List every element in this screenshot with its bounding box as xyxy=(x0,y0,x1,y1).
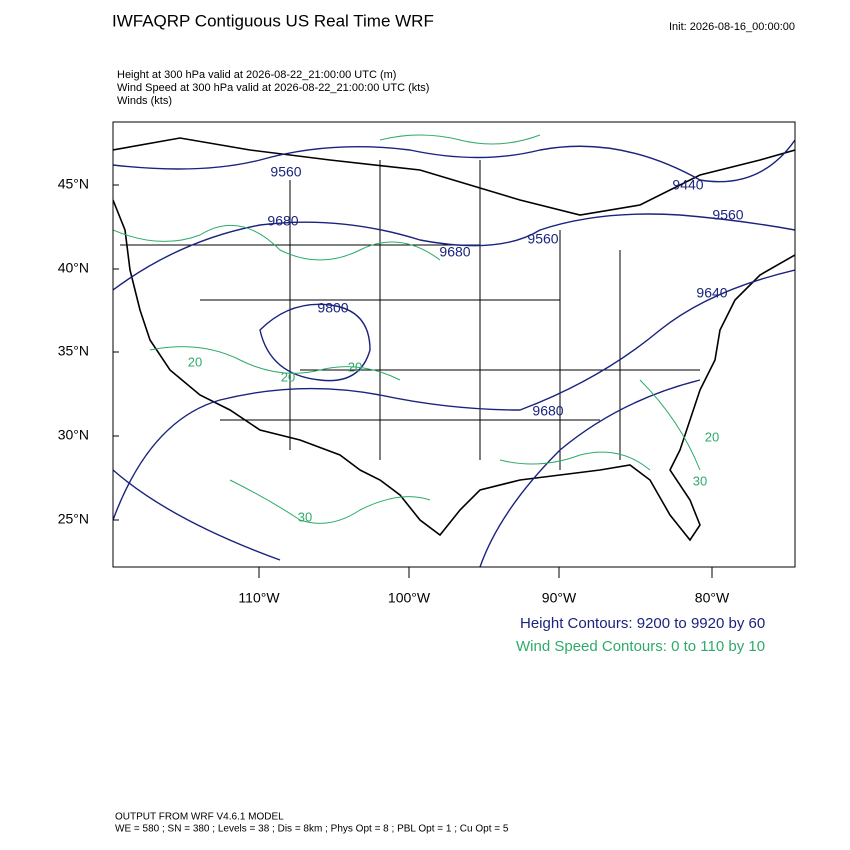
wind-speed-contours xyxy=(113,134,701,524)
footer-line: OUTPUT FROM WRF V4.6.1 MODEL xyxy=(115,812,284,823)
lat-label: 30°N xyxy=(58,427,89,443)
lon-label: 80°W xyxy=(695,590,730,606)
lon-label: 110°W xyxy=(238,590,280,606)
lat-label: 25°N xyxy=(58,511,89,527)
legend-wind: Wind Speed Contours: 0 to 110 by 10 xyxy=(516,638,765,655)
height-contour-label: 9440 xyxy=(672,177,703,193)
map-layers xyxy=(113,134,795,567)
init-time: Init: 2026-08-16_00:00:00 xyxy=(669,21,795,33)
lat-label: 35°N xyxy=(58,343,89,359)
lat-label: 45°N xyxy=(58,176,89,192)
wind-contour-label: 30 xyxy=(298,509,312,524)
height-contour-label: 9680 xyxy=(532,403,563,419)
wind-contour-label: 20 xyxy=(348,359,362,374)
map-frame xyxy=(112,121,796,568)
wind-contour-label: 20 xyxy=(705,429,719,444)
lat-label: 40°N xyxy=(58,260,89,276)
map xyxy=(112,121,796,568)
field-line: Wind Speed at 300 hPa valid at 2026-08-2… xyxy=(117,82,429,94)
wind-contour-label: 20 xyxy=(188,354,202,369)
lon-label: 100°W xyxy=(388,590,431,606)
wind-contour-label: 20 xyxy=(281,369,295,384)
height-contour-label: 9560 xyxy=(527,231,558,247)
height-contour-label: 9680 xyxy=(267,213,298,229)
height-contour-label: 9680 xyxy=(439,244,470,260)
lon-label: 90°W xyxy=(542,590,577,606)
height-contour-label: 9800 xyxy=(317,300,348,316)
height-contour-label: 9640 xyxy=(696,285,727,301)
wind-contour-label: 30 xyxy=(693,473,707,488)
coastline xyxy=(113,137,795,542)
field-line: Height at 300 hPa valid at 2026-08-22_21… xyxy=(117,69,396,81)
footer-line: WE = 580 ; SN = 380 ; Levels = 38 ; Dis … xyxy=(115,824,509,835)
height-contours xyxy=(113,139,795,567)
height-contour-label: 9560 xyxy=(270,164,301,180)
title: IWFAQRP Contiguous US Real Time WRF xyxy=(112,11,434,30)
field-line: Winds (kts) xyxy=(117,95,172,107)
state-borders xyxy=(120,160,700,470)
height-contour-label: 9560 xyxy=(712,207,743,223)
legend-height: Height Contours: 9200 to 9920 by 60 xyxy=(520,615,765,632)
